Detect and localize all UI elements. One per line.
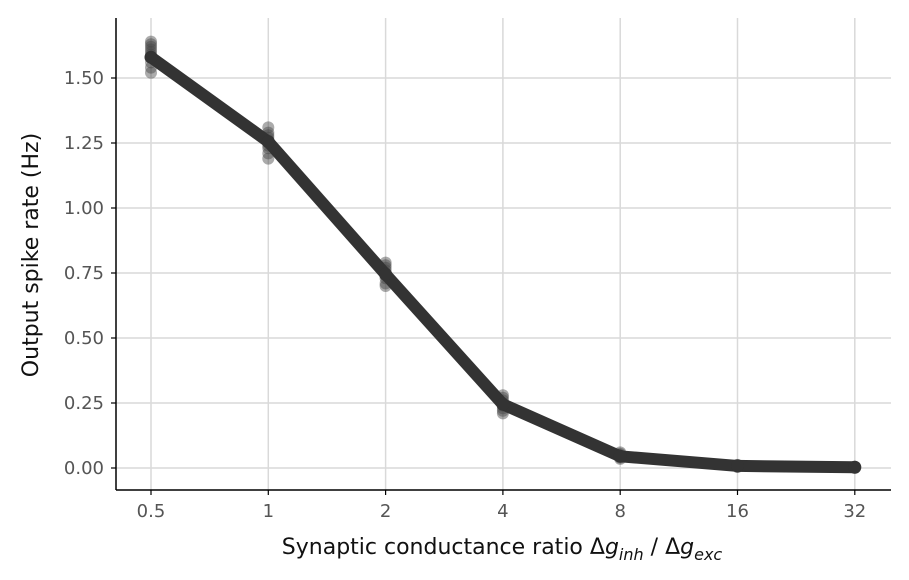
mean-point: [848, 460, 862, 474]
x-axis-title-prefix: Synaptic conductance ratio: [282, 535, 590, 560]
mean-point: [613, 449, 627, 463]
x-axis-title-var-2: g: [680, 535, 694, 560]
y-tick-label: 0.00: [64, 458, 104, 479]
mean-point: [261, 135, 275, 149]
x-axis-title-sep: /: [644, 535, 665, 560]
x-tick-label: 32: [843, 501, 866, 522]
y-tick-label: 1.50: [64, 68, 104, 89]
x-tick-label: 16: [726, 501, 749, 522]
x-tick-label: 0.5: [137, 501, 166, 522]
y-tick-label: 0.75: [64, 263, 104, 284]
sample-point: [262, 121, 275, 134]
y-tick-label: 1.00: [64, 198, 104, 219]
x-tick-label: 4: [497, 501, 508, 522]
y-axis-title: Output spike rate (Hz): [19, 133, 44, 377]
x-axis-title-delta-1: Δ: [590, 535, 605, 560]
y-tick-label: 1.25: [64, 133, 104, 154]
sample-point: [145, 66, 157, 79]
tick-labels: 0.5 1 2 4 8 16 32 0.00 0.25 0.50 0.75 1.00 1.25 1.50: [64, 68, 866, 522]
x-axis-title-sub-2: exc: [694, 545, 722, 564]
sample-point: [145, 40, 157, 53]
sample-point: [262, 152, 275, 165]
mean-point: [731, 459, 744, 473]
mean-point: [496, 397, 510, 411]
sample-point: [145, 38, 157, 51]
grid: [116, 18, 891, 490]
y-tick-label: 0.50: [64, 328, 104, 349]
x-axis-title-sub-1: inh: [619, 545, 644, 564]
x-axis-title: Synaptic conductance ratio Δginh / Δgexc: [282, 535, 723, 564]
x-tick-label: 2: [380, 501, 391, 522]
y-tick-label: 0.25: [64, 393, 104, 414]
axes: [111, 18, 891, 495]
x-axis-title-var-1: g: [605, 535, 619, 560]
mean-line-group: [144, 50, 862, 474]
x-tick-label: 8: [614, 501, 625, 522]
sample-point: [145, 35, 157, 48]
mean-point: [379, 267, 393, 281]
x-axis-title-delta-2: Δ: [665, 535, 680, 560]
x-tick-label: 1: [263, 501, 274, 522]
mean-point: [144, 50, 158, 64]
